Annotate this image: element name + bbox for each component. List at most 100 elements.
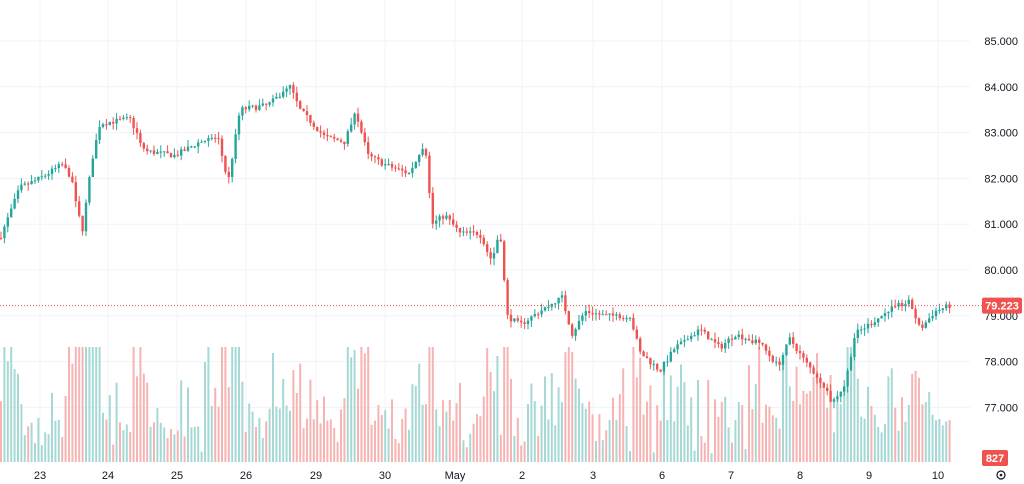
volume-bar	[544, 376, 546, 462]
volume-bar	[414, 385, 417, 462]
volume-bar	[836, 395, 839, 462]
volume-bar	[248, 403, 251, 462]
candle-body	[839, 391, 842, 397]
candle-body	[234, 134, 237, 159]
candle-body	[305, 111, 309, 115]
volume-bar	[346, 347, 349, 462]
volume-bar	[13, 369, 16, 462]
candle-body	[775, 361, 778, 363]
volume-bar	[374, 420, 376, 462]
volume-bar	[646, 401, 648, 462]
candle-body	[768, 350, 771, 356]
candle-body	[703, 329, 706, 332]
candle-body	[486, 244, 489, 253]
candle-body	[37, 176, 40, 181]
candle-body	[251, 105, 254, 107]
candle-body	[390, 163, 394, 168]
candle-body	[771, 355, 774, 362]
volume-bar	[435, 409, 438, 462]
volume-label: 827	[986, 453, 1004, 465]
candle-body	[316, 126, 319, 132]
volume-bar	[146, 382, 149, 462]
candle-body	[798, 351, 802, 354]
volume-bar	[425, 404, 427, 462]
volume-bar	[98, 347, 101, 462]
x-tick-label: 30	[379, 470, 391, 482]
volume-bar	[193, 426, 196, 462]
volume-bar	[948, 420, 951, 462]
candle-body	[679, 341, 683, 345]
candle-body	[421, 149, 424, 155]
candle-body	[696, 329, 700, 336]
volume-bar	[319, 423, 322, 462]
candle-body	[717, 342, 720, 344]
candle-body	[78, 201, 81, 216]
candle-body	[523, 322, 526, 324]
scale-settings-icon[interactable]	[996, 470, 1006, 480]
candle-body	[122, 117, 125, 119]
volume-bar	[234, 347, 237, 462]
candle-body	[764, 344, 768, 351]
volume-bar	[306, 418, 308, 462]
candle-body	[336, 138, 339, 141]
candle-body	[445, 215, 448, 219]
volume-bar	[833, 432, 835, 462]
candle-body	[404, 170, 407, 174]
volume-bar	[853, 347, 856, 462]
x-axis: 23 24 25 26 29 30 May 2 3 6 7 8 9 10	[34, 470, 944, 482]
candle-body	[700, 329, 703, 331]
x-tick-label: 7	[728, 470, 734, 482]
volume-bar	[863, 418, 866, 462]
volume-bar	[231, 347, 234, 462]
volume-bar	[47, 434, 50, 462]
volume-bar	[700, 436, 703, 462]
volume-bar	[744, 449, 747, 462]
volume-bar	[333, 427, 336, 462]
volume-bar	[642, 414, 645, 462]
volume-bar	[771, 415, 774, 462]
volume-bar	[578, 388, 580, 462]
candle-body	[693, 335, 696, 337]
candle-body	[319, 131, 322, 133]
volume-bar	[108, 395, 111, 462]
volume-bar	[931, 414, 934, 462]
volume-bar	[795, 366, 798, 462]
volume-bar	[629, 450, 631, 462]
volume-bar	[510, 378, 512, 462]
volume-bar	[873, 414, 876, 462]
volume-bar	[377, 404, 380, 462]
volume-bar	[656, 405, 659, 462]
volume-bar	[238, 347, 240, 462]
candle-body	[67, 167, 71, 177]
volume-bar	[122, 430, 125, 462]
volume-bar	[261, 437, 264, 462]
candle-body	[560, 295, 564, 298]
candle-body	[159, 151, 162, 153]
volume-bar	[921, 404, 924, 462]
candle-body	[424, 149, 428, 156]
candle-body	[125, 117, 128, 119]
volume-bar	[748, 365, 750, 462]
volume-bar	[380, 415, 383, 462]
candle-body	[322, 132, 326, 135]
volume-bar	[703, 442, 706, 462]
volume-bar	[176, 430, 179, 462]
candle-body	[900, 302, 904, 306]
volume-bar	[78, 347, 81, 462]
candle-body	[826, 387, 829, 391]
candle-body	[173, 154, 176, 158]
volume-bar	[639, 357, 642, 462]
candle-body	[928, 318, 931, 323]
volume-bar	[894, 407, 897, 462]
volume-bar	[180, 380, 183, 462]
volume-bar	[88, 347, 91, 462]
candle-body	[101, 124, 105, 127]
y-axis: 85.000 84.000 83.000 82.000 81.000 80.000 79.0…	[984, 36, 1018, 414]
candle-body	[781, 355, 785, 365]
candle-body	[778, 361, 781, 365]
volume-bar	[761, 422, 764, 462]
volume-bar	[907, 405, 910, 462]
candle-body	[639, 338, 642, 352]
volume-bar	[64, 396, 67, 462]
